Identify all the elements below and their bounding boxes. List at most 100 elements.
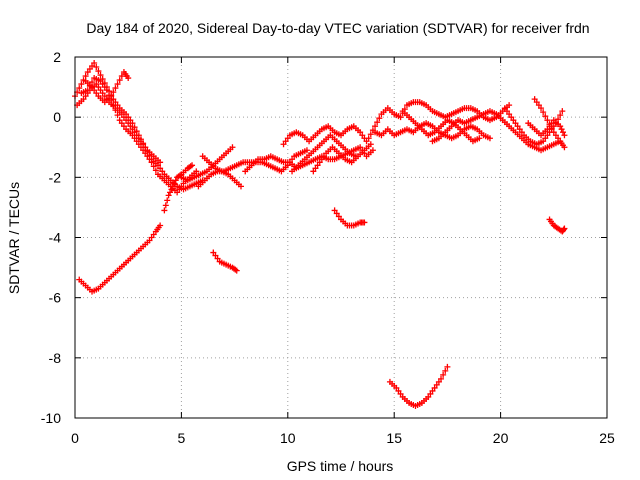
data-point	[106, 92, 113, 99]
data-point	[212, 252, 219, 259]
data-point	[189, 162, 196, 169]
data-point	[376, 115, 383, 122]
data-point	[435, 378, 442, 385]
data-point	[78, 81, 85, 88]
data-point	[555, 116, 562, 123]
data-point	[131, 135, 138, 142]
data-point	[429, 387, 436, 394]
y-tick-label: -8	[49, 350, 62, 366]
series-arc-16	[429, 108, 564, 154]
data-point	[535, 102, 542, 109]
x-tick-label: 5	[178, 430, 186, 446]
plot-frame	[74, 56, 608, 419]
chart-title: Day 184 of 2020, Sidereal Day-to-day VTE…	[86, 20, 589, 36]
series-arc-3	[82, 69, 132, 106]
data-point	[114, 112, 121, 119]
data-point	[174, 189, 181, 196]
data-point	[193, 168, 200, 175]
data-point	[561, 132, 568, 139]
y-tick-label: -4	[49, 230, 62, 246]
data-point	[91, 87, 98, 94]
data-point	[112, 107, 119, 114]
data-point	[116, 77, 123, 84]
data-point	[178, 183, 185, 190]
data-point	[540, 138, 547, 145]
grid	[75, 57, 607, 418]
data-point	[148, 234, 155, 241]
data-point	[133, 138, 140, 145]
data-point	[314, 162, 321, 169]
data-point	[303, 147, 310, 154]
data-point	[99, 81, 106, 88]
x-tick-label: 10	[280, 430, 296, 446]
data-point	[508, 114, 515, 121]
data-point	[506, 102, 513, 109]
data-point	[503, 108, 510, 115]
data-point	[176, 186, 183, 193]
data-point	[363, 138, 370, 145]
x-tick-label: 25	[599, 430, 615, 446]
data-point	[164, 197, 171, 204]
x-axis-label: GPS time / hours	[287, 458, 394, 474]
data-point	[167, 189, 174, 196]
data-point	[142, 150, 149, 157]
data-point	[284, 135, 291, 142]
data-point	[144, 153, 151, 160]
data-point	[82, 73, 89, 80]
x-tick-label: 20	[493, 430, 509, 446]
data-point	[510, 117, 517, 124]
series-arc-19	[531, 96, 568, 151]
data-point	[157, 222, 164, 229]
data-point	[108, 97, 115, 104]
series-arc-13	[365, 99, 513, 142]
data-point	[542, 135, 549, 142]
data-point	[91, 60, 98, 67]
data-point	[550, 129, 557, 136]
data-point	[210, 249, 217, 256]
data-point	[154, 162, 161, 169]
data-point	[438, 375, 445, 382]
data-point	[501, 105, 508, 112]
series-arc-15	[399, 108, 483, 145]
y-tick-label: 2	[53, 49, 61, 65]
series-arc-2	[74, 81, 164, 166]
data-point	[476, 135, 483, 142]
data-point	[316, 159, 323, 166]
x-tick-label: 15	[386, 430, 402, 446]
series-arc-14	[372, 120, 493, 142]
data-point	[116, 117, 123, 124]
data-point	[427, 390, 434, 397]
data-point	[331, 207, 338, 214]
data-point	[86, 83, 93, 90]
data-point	[544, 117, 551, 124]
data-point	[540, 109, 547, 116]
data-point	[433, 381, 440, 388]
data-points	[72, 60, 568, 409]
data-point	[162, 202, 169, 209]
data-point	[335, 213, 342, 220]
data-point	[369, 147, 376, 154]
data-point	[538, 105, 545, 112]
data-point	[127, 123, 134, 130]
series-arc-21	[331, 207, 368, 229]
data-point	[393, 384, 400, 391]
data-point	[365, 135, 372, 142]
data-point	[82, 93, 89, 100]
data-point	[560, 226, 567, 233]
data-point	[131, 129, 138, 136]
data-point	[561, 225, 568, 232]
data-point	[140, 147, 147, 154]
data-point	[112, 99, 119, 106]
data-point	[103, 87, 110, 94]
series-arc-22	[386, 363, 451, 409]
data-point	[97, 72, 104, 79]
data-point	[165, 192, 172, 199]
data-point	[514, 123, 521, 130]
data-point	[125, 120, 132, 127]
y-tick-label: 0	[53, 109, 61, 125]
data-point	[97, 87, 104, 94]
data-point	[118, 111, 125, 118]
data-point	[95, 84, 102, 91]
data-point	[557, 123, 564, 130]
